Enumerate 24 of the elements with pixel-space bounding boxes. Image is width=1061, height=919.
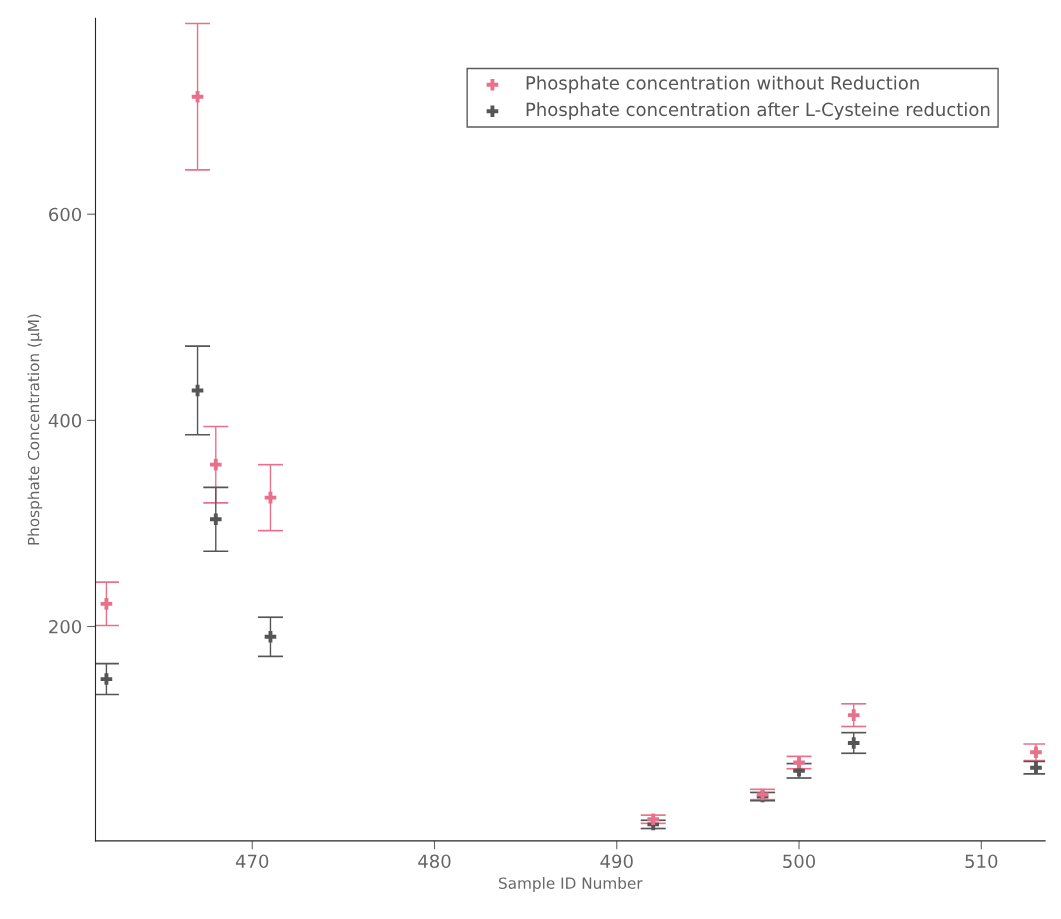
point [100,598,113,610]
x-tick-label: 470 [235,854,269,869]
y-tick-label: 400 [48,413,82,428]
legend-label: Phosphate concentration without Reduction [526,75,919,94]
point [191,90,204,103]
legend-label: Phosphate concentration after L-Cysteine reduction [526,102,990,120]
x-tick-label: 480 [418,854,451,869]
y-tick-label: 200 [49,619,82,634]
x-tick-label: 500 [783,854,816,869]
point [847,737,860,749]
y-axis-title: Phosphate Concentration (μM) [27,314,43,545]
x-tick-label: 510 [965,854,998,869]
point [100,673,113,685]
x-axis-title: Sample ID Number [498,877,643,892]
point [209,513,222,526]
point [1030,761,1042,774]
x-tick-label: 490 [600,854,633,869]
y-tick-label: 600 [49,207,82,222]
point [647,813,660,826]
point [1030,746,1042,759]
point [847,709,860,721]
point [264,630,277,643]
point [793,756,805,769]
point [209,458,222,471]
